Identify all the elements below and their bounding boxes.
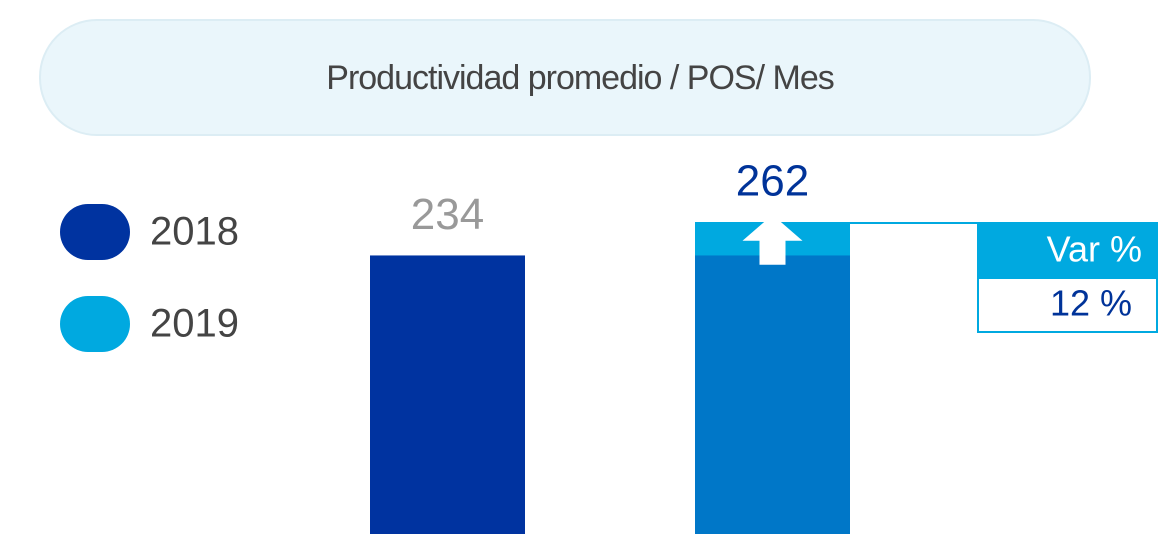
- bar-base: [695, 255, 850, 534]
- var-title: Var %: [1047, 229, 1142, 270]
- var-value-box: [977, 277, 1158, 333]
- var-header: [977, 222, 1158, 278]
- legend-swatch: [60, 204, 130, 260]
- bar: [370, 255, 525, 534]
- up-arrow: [742, 214, 803, 265]
- legend-label: 2019: [150, 302, 239, 346]
- chart-title: Productividad promedio / POS/ Mes: [326, 59, 833, 97]
- var-value: 12 %: [1050, 283, 1132, 324]
- legend-swatch: [60, 296, 130, 352]
- legend-label: 2018: [150, 210, 239, 254]
- title-pill: [39, 19, 1091, 136]
- value-label: 262: [736, 157, 809, 206]
- value-label: 234: [411, 190, 484, 239]
